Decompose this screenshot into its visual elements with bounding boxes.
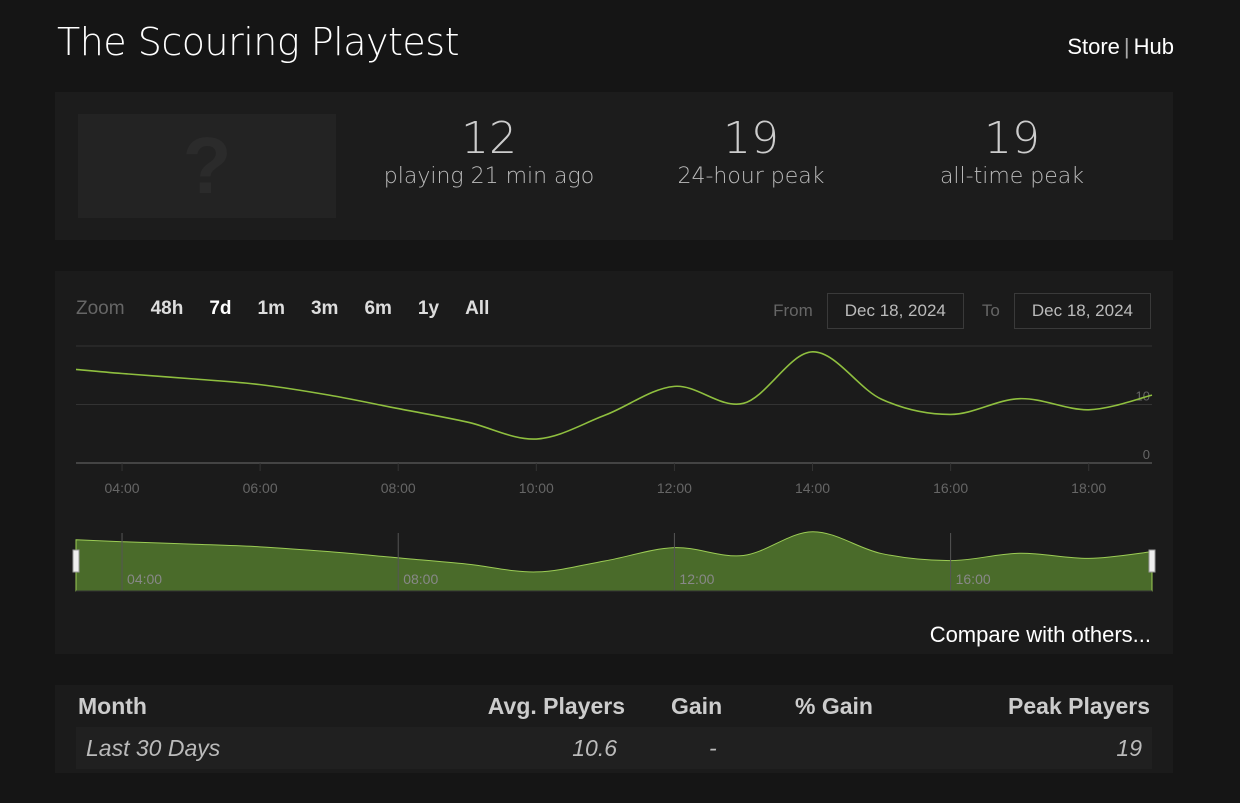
x-tick-label: 14:00 xyxy=(795,480,830,496)
x-tick-label: 04:00 xyxy=(105,480,140,496)
col-peak: Peak Players xyxy=(1008,693,1150,719)
to-label: To xyxy=(981,301,1000,320)
navigator-tick-label: 12:00 xyxy=(679,571,714,587)
navigator-tick-label: 08:00 xyxy=(403,571,438,587)
page-title: The Scouring Playtest xyxy=(57,20,459,64)
hub-link[interactable]: Hub xyxy=(1133,34,1174,59)
stat-label: all-time peak xyxy=(939,164,1085,189)
zoom-6m[interactable]: 6m xyxy=(364,298,392,319)
col-pct-gain: % Gain xyxy=(795,693,873,719)
col-month: Month xyxy=(78,693,147,719)
compare-link[interactable]: Compare with others... xyxy=(929,622,1151,647)
col-avg: Avg. Players xyxy=(487,693,625,719)
cell-gain: - xyxy=(709,735,717,761)
y-tick-label: 0 xyxy=(1143,447,1150,462)
header-links: Store | Hub xyxy=(1067,34,1174,60)
navigator-handle-left[interactable] xyxy=(72,549,80,573)
from-label: From xyxy=(773,301,813,320)
store-link[interactable]: Store xyxy=(1067,34,1120,59)
zoom-48h[interactable]: 48h xyxy=(150,298,184,319)
stat-value: 12 xyxy=(461,113,517,164)
x-tick-label: 12:00 xyxy=(657,480,692,496)
y-tick-label: 10 xyxy=(1136,389,1150,404)
date-range: From Dec 18, 2024 To Dec 18, 2024 xyxy=(773,293,1151,329)
monthly-table: Month Avg. Players Gain % Gain Peak Play… xyxy=(55,685,1173,773)
alltime-peak: 19 all-time peak xyxy=(892,113,1132,190)
x-tick-label: 16:00 xyxy=(933,480,968,496)
chart-panel: Zoom 48h 7d 1m 3m 6m 1y All From Dec 18,… xyxy=(55,271,1173,654)
x-tick-label: 06:00 xyxy=(243,480,278,496)
stat-label: playing 21 min ago xyxy=(383,164,595,189)
cell-month: Last 30 Days xyxy=(86,735,221,761)
navigator-area xyxy=(75,531,1153,592)
x-tick-label: 08:00 xyxy=(381,480,416,496)
zoom-label: Zoom xyxy=(76,298,125,319)
zoom-all[interactable]: All xyxy=(465,298,490,319)
24h-peak: 19 24-hour peak xyxy=(631,113,871,190)
stat-value: 19 xyxy=(984,113,1040,164)
stat-value: 19 xyxy=(723,113,779,164)
navigator-handle-right[interactable] xyxy=(1148,549,1156,573)
current-players: 12 playing 21 min ago xyxy=(369,113,609,190)
from-date-input[interactable]: Dec 18, 2024 xyxy=(826,293,964,329)
x-tick-label: 18:00 xyxy=(1071,480,1106,496)
cell-avg: 10.6 xyxy=(572,735,617,761)
cell-peak: 19 xyxy=(1116,735,1142,761)
zoom-selector: Zoom 48h 7d 1m 3m 6m 1y All xyxy=(76,298,515,320)
navigator-tick-label: 04:00 xyxy=(127,571,162,587)
navigator-tick-label: 16:00 xyxy=(956,571,991,587)
series-line xyxy=(75,351,1153,440)
game-capsule-placeholder: ? xyxy=(78,114,336,218)
zoom-7d[interactable]: 7d xyxy=(209,298,232,319)
table-row: Last 30 Days 10.6 - 19 xyxy=(76,727,1152,769)
zoom-1y[interactable]: 1y xyxy=(417,298,440,319)
zoom-3m[interactable]: 3m xyxy=(310,298,339,319)
to-date-input[interactable]: Dec 18, 2024 xyxy=(1013,293,1151,329)
stat-label: 24-hour peak xyxy=(677,164,825,189)
player-chart[interactable]: 0 10 04:00 06:00 08:00 10:00 12:00 14:00 16:00 18… xyxy=(55,271,1173,654)
separator: | xyxy=(1123,34,1130,59)
zoom-1m[interactable]: 1m xyxy=(257,298,285,319)
col-gain: Gain xyxy=(671,693,723,719)
x-tick-label: 10:00 xyxy=(519,480,554,496)
stats-panel: ? 12 playing 21 min ago 19 24-hour peak 19… xyxy=(55,92,1173,240)
